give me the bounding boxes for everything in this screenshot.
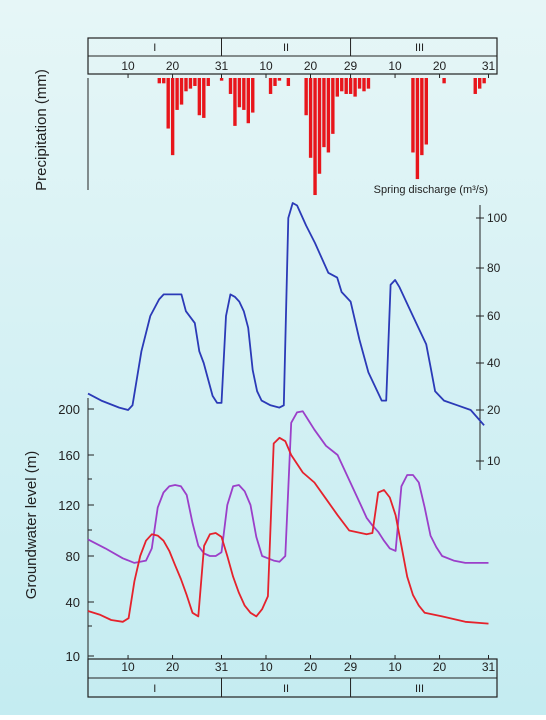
series-lines [87, 202, 489, 625]
precip-bar [411, 78, 415, 153]
precip-bar [228, 78, 233, 94]
precip-bar [478, 78, 482, 89]
precip-bar [175, 78, 179, 110]
precip-bar [313, 78, 317, 196]
day-tick-label: 10 [121, 59, 135, 73]
day-tick-label: 20 [304, 59, 318, 73]
precip-bar [353, 78, 357, 97]
groundwater-tick-label: 40 [66, 595, 80, 610]
precip-bar [277, 78, 282, 81]
groundwater-line-upper [87, 410, 489, 564]
month-label: II [283, 42, 289, 54]
precip-bar [286, 78, 291, 86]
precip-bar [246, 78, 250, 124]
groundwater-line-lower [87, 436, 489, 625]
precip-bar [340, 78, 344, 92]
precip-bar [326, 78, 331, 153]
discharge-tick-label: 40 [487, 356, 501, 370]
discharge-axis-label: Spring discharge (m³/s) [374, 184, 488, 196]
precip-bar [157, 78, 161, 84]
day-tick-label: 20 [166, 660, 180, 674]
precip-bar [188, 78, 193, 89]
precip-bar [184, 78, 188, 92]
groundwater-axis-label: Groundwater level (m) [23, 451, 40, 599]
day-tick-label: 31 [215, 59, 229, 73]
precip-bar [251, 78, 255, 113]
precip-bar [473, 78, 477, 94]
month-label: I [153, 42, 156, 54]
precipitation-bars [87, 78, 486, 196]
precip-bar [193, 78, 197, 86]
day-tick-label: 20 [304, 660, 318, 674]
precip-bar [179, 78, 184, 105]
precip-bar [202, 78, 206, 118]
precip-bar [424, 78, 428, 145]
day-tick-label: 31 [482, 59, 496, 73]
precip-bar [166, 78, 170, 129]
precip-bar [317, 78, 322, 174]
groundwater-tick-label: 10 [66, 649, 80, 664]
month-label: III [415, 42, 424, 54]
precip-bar [348, 78, 353, 94]
day-tick-label: 20 [433, 59, 447, 73]
groundwater-tick-label: 200 [58, 402, 80, 417]
day-tick-label: 10 [121, 660, 135, 674]
precip-bar [304, 78, 308, 116]
precip-bar [344, 78, 348, 94]
discharge-tick-label: 60 [487, 309, 501, 323]
precip-bar [322, 78, 326, 148]
discharge-tick-label: 20 [487, 403, 501, 417]
precip-bar [237, 78, 242, 108]
day-tick-label: 31 [215, 660, 229, 674]
discharge-line [87, 202, 485, 426]
precip-bar [331, 78, 335, 134]
groundwater-tick-label: 120 [58, 498, 80, 513]
discharge-tick-label: 10 [487, 454, 501, 468]
day-tick-label: 29 [344, 59, 358, 73]
precip-bar [219, 78, 224, 81]
day-tick-label: 10 [259, 660, 273, 674]
groundwater-axis: 10 40 80 120 160 200 [58, 398, 94, 664]
precip-bar [268, 78, 273, 94]
precipitation-axis-label: Precipitation (mm) [33, 69, 50, 191]
precip-bar [206, 78, 210, 86]
day-tick-label: 10 [259, 59, 273, 73]
precip-bar [482, 78, 486, 84]
precip-bar [442, 78, 446, 84]
month-label: I [153, 683, 156, 695]
day-tick-label: 31 [482, 660, 496, 674]
precip-bar [170, 78, 175, 156]
discharge-axis: 10 20 40 60 80 100 [476, 205, 507, 470]
precip-bar [242, 78, 246, 110]
precip-bar [335, 78, 339, 97]
precip-bar [357, 78, 362, 89]
day-tick-label: 10 [388, 660, 402, 674]
day-tick-label: 10 [388, 59, 402, 73]
precip-bar [308, 78, 313, 158]
precip-bar [273, 78, 277, 86]
precip-bar [233, 78, 237, 126]
month-label: II [283, 683, 289, 695]
precip-bar [197, 78, 202, 116]
day-tick-label: 20 [166, 59, 180, 73]
precip-bar [420, 78, 424, 156]
month-label: III [415, 683, 424, 695]
day-tick-label: 29 [344, 660, 358, 674]
precip-bar [415, 78, 420, 180]
groundwater-tick-label: 160 [58, 448, 80, 463]
discharge-tick-label: 100 [487, 211, 507, 225]
discharge-tick-label: 80 [487, 261, 501, 275]
precip-bar [162, 78, 166, 84]
precip-bar [366, 78, 371, 89]
precip-bar [362, 78, 366, 92]
day-tick-label: 20 [433, 660, 447, 674]
groundwater-tick-label: 80 [66, 549, 80, 564]
